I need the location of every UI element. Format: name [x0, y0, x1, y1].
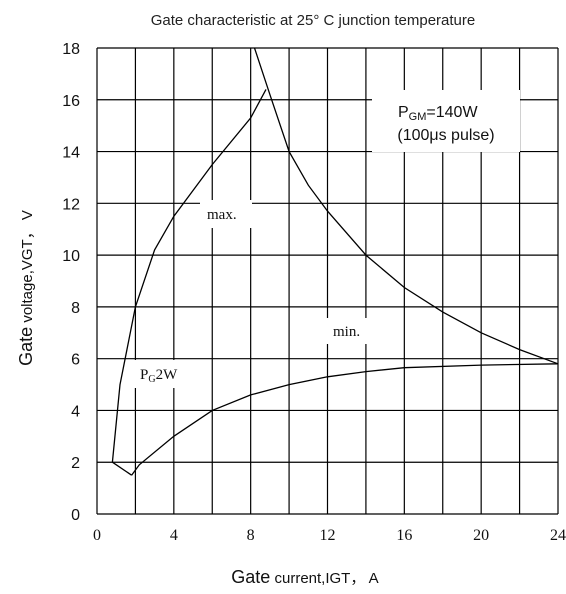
x-tick-labels: 0 4 8 12 16 20 24: [93, 527, 566, 544]
x-tick-label: 12: [320, 527, 336, 544]
y-tick-label: 10: [62, 248, 80, 265]
y-axis-label: Gate voltage,VGT， V: [16, 210, 36, 366]
series-curve-2: [253, 47, 559, 365]
y-tick-label: 8: [71, 300, 80, 317]
y-tick-label: 2: [71, 455, 80, 472]
x-tick-label: 4: [170, 527, 178, 544]
x-tick-label: 20: [473, 527, 489, 544]
pg2w-label: PG2W: [140, 367, 178, 385]
min-label: min.: [333, 324, 360, 340]
x-tick-label: 0: [93, 527, 101, 544]
pgm-label-box: [372, 90, 520, 152]
y-tick-label: 0: [71, 507, 80, 524]
x-tick-label: 8: [247, 527, 255, 544]
series-curve-3: [112, 461, 132, 476]
y-tick-label: 18: [62, 41, 80, 58]
curves: [111, 47, 559, 476]
y-tick-label: 4: [71, 403, 80, 420]
min-label-box: [324, 318, 378, 344]
pg2w-label-box: [134, 360, 196, 388]
x-axis-label: Gate current,IGT， A: [231, 567, 378, 587]
series-curve-0: [111, 89, 267, 463]
y-tick-labels: 0 2 4 6 8 10 12 14 16 18: [62, 41, 80, 524]
y-tick-label: 16: [62, 93, 80, 110]
y-tick-label: 6: [71, 352, 80, 369]
pgm-label: PGM=140W: [398, 104, 478, 123]
x-tick-label: 16: [396, 527, 412, 544]
max-label: max.: [207, 207, 237, 223]
series-curve-1: [131, 363, 559, 476]
y-tick-label: 14: [62, 145, 80, 162]
x-tick-label: 24: [550, 527, 566, 544]
pulse-label: (100μs pulse): [397, 127, 494, 144]
max-label-box: [200, 200, 252, 228]
chart-title: Gate characteristic at 25° C junction te…: [151, 12, 476, 29]
y-tick-label: 12: [62, 196, 80, 213]
